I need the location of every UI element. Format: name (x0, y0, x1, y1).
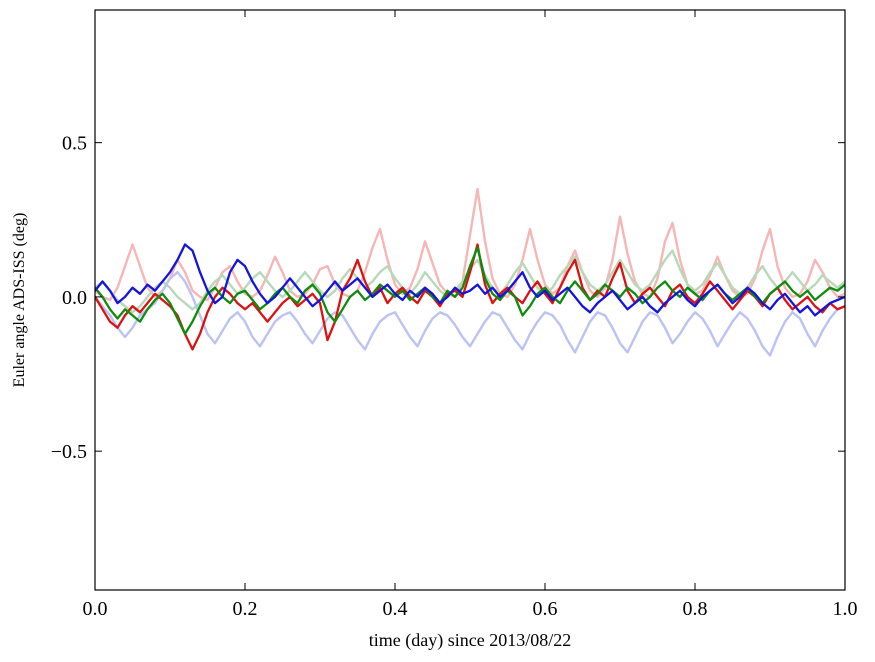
axis-ticks: 0.0 0.2 0.4 0.6 0.8 1.0 −0.5 0.0 0.5 (51, 10, 858, 620)
x-tick-label: 0.0 (83, 598, 108, 620)
plot-frame (94, 9, 846, 591)
series-faded-red-line (95, 187, 845, 302)
y-tick-label: 0.5 (62, 133, 87, 155)
y-tick-label: 0.0 (62, 287, 87, 309)
series-faded-blue-line (95, 271, 845, 357)
series-red-line (95, 243, 845, 351)
y-tick-label: −0.5 (51, 441, 87, 463)
x-tick-label: 0.6 (533, 598, 558, 620)
y-axis-label: Euler angle ADS-ISS (deg) (11, 213, 28, 388)
x-tick-label: 1.0 (833, 598, 858, 620)
series-lines (95, 187, 845, 357)
x-tick-label: 0.4 (383, 598, 408, 620)
x-tick-label: 0.2 (233, 598, 258, 620)
x-tick-label: 0.8 (683, 598, 708, 620)
series-blue-line (95, 243, 845, 317)
x-axis-label: time (day) since 2013/08/22 (369, 630, 571, 651)
